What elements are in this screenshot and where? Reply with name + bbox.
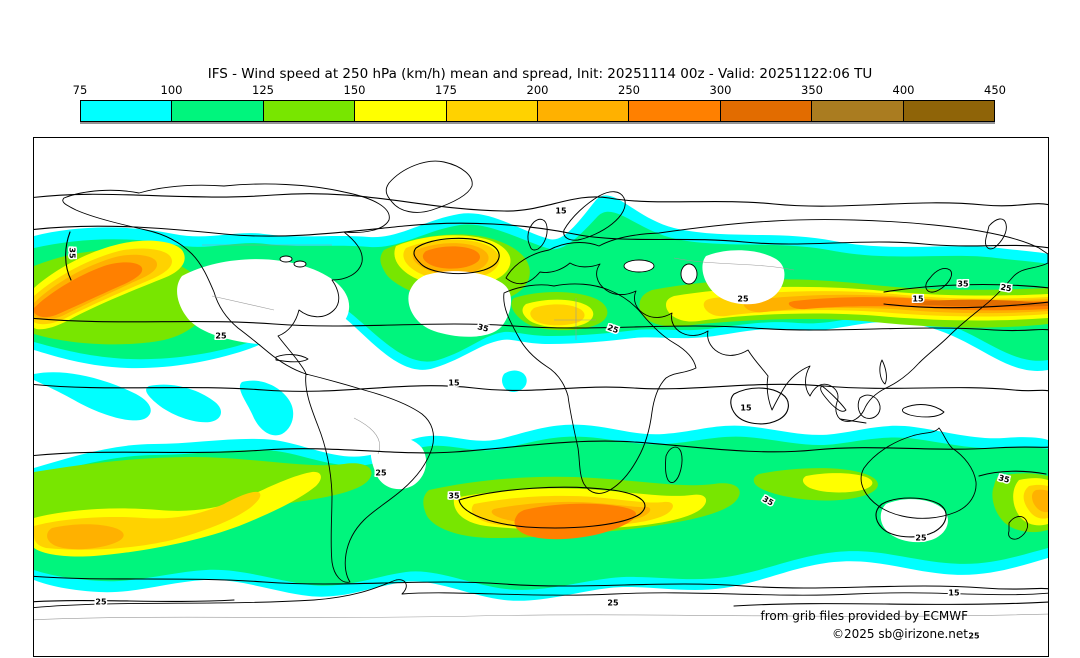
contour-label: 25 bbox=[215, 332, 227, 341]
wind-speed-fills bbox=[34, 195, 1048, 601]
colorbar-cell bbox=[720, 101, 813, 121]
contour-label: 25 bbox=[607, 599, 619, 608]
weather-map: 15 15 15 15 15 25 25 25 25 25 25 25 25 25 35 35 35 35 35 35… bbox=[33, 137, 1049, 657]
colorbar-cell bbox=[903, 101, 995, 121]
credits-provider: from grib files provided by ECMWF bbox=[760, 609, 968, 623]
colorbar-cell bbox=[446, 101, 539, 121]
colorbar-cell bbox=[812, 101, 904, 121]
contour-label: 25 bbox=[737, 295, 749, 304]
colorbar-cell bbox=[538, 101, 630, 121]
colorbar-tick: 100 bbox=[160, 83, 183, 97]
colorbar-cell bbox=[355, 101, 447, 121]
colorbar-cell bbox=[263, 101, 356, 121]
colorbar-tick: 450 bbox=[984, 83, 1006, 97]
contour-label: 25 bbox=[95, 598, 107, 607]
colorbar-cell bbox=[172, 101, 264, 121]
contour-label: 35 bbox=[68, 247, 77, 259]
contour-label: 15 bbox=[912, 295, 924, 304]
colorbar-tick: 175 bbox=[435, 83, 457, 97]
colorbar-ticks: 75 100 125 150 175 200 250 300 350 400 450 bbox=[73, 83, 1006, 98]
colorbar-tick: 75 bbox=[72, 83, 88, 97]
credits-copyright: ©2025 sb@irizone.net bbox=[832, 627, 968, 641]
colorbar-tick: 300 bbox=[709, 83, 732, 97]
contour-label: 25 bbox=[968, 632, 980, 641]
colorbar-tick: 400 bbox=[892, 83, 915, 97]
colorbar-tick: 150 bbox=[343, 83, 366, 97]
colorbar-tick: 250 bbox=[618, 83, 640, 97]
colorbar bbox=[80, 100, 995, 122]
contour-label: 25 bbox=[915, 534, 927, 543]
contour-label: 25 bbox=[375, 469, 387, 478]
country-borders bbox=[34, 244, 1048, 621]
contour-label: 15 bbox=[948, 589, 960, 598]
coastlines bbox=[34, 160, 1048, 609]
colorbar-tick: 350 bbox=[801, 83, 823, 97]
colorbar-cell bbox=[81, 101, 173, 121]
contour-label: 15 bbox=[555, 207, 567, 216]
colorbar-tick: 125 bbox=[252, 83, 274, 97]
contour-label: 15 bbox=[448, 379, 460, 388]
colorbar-tick: 200 bbox=[526, 83, 549, 97]
colorbar-cell bbox=[629, 101, 721, 121]
spread-contours bbox=[34, 193, 1048, 607]
contour-label: 35 bbox=[448, 492, 460, 501]
contour-label: 35 bbox=[957, 280, 969, 289]
contour-label: 15 bbox=[740, 404, 752, 413]
contour-label: 25 bbox=[1000, 283, 1013, 294]
page-title: IFS - Wind speed at 250 hPa (km/h) mean … bbox=[207, 66, 873, 82]
colorbar-wrap: 75 100 125 150 175 200 250 300 350 400 450 bbox=[73, 83, 1006, 123]
